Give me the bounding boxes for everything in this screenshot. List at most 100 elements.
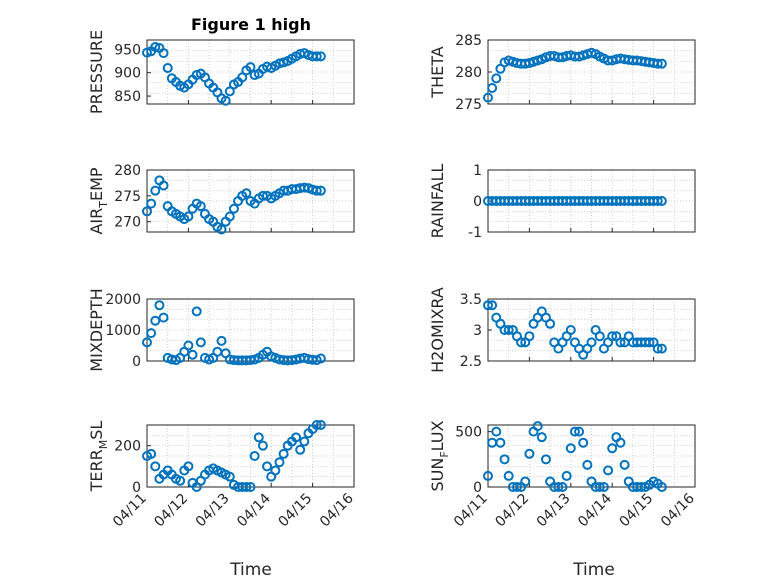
data-point bbox=[594, 331, 605, 342]
data-point bbox=[228, 203, 239, 214]
data-point bbox=[241, 482, 252, 492]
data-point bbox=[619, 459, 630, 470]
data-point bbox=[295, 444, 306, 455]
data-point bbox=[607, 443, 618, 454]
data-point bbox=[195, 201, 206, 212]
data-point bbox=[245, 62, 256, 73]
data-point bbox=[158, 312, 169, 323]
data-point bbox=[278, 448, 289, 459]
data-point bbox=[142, 206, 152, 217]
y-tick-label: 500 bbox=[455, 425, 482, 441]
data-point bbox=[187, 349, 198, 360]
data-point bbox=[553, 482, 564, 492]
data-point bbox=[545, 318, 556, 329]
data-point bbox=[146, 448, 157, 459]
x-tick-label: 04/16 bbox=[317, 490, 357, 530]
y-tick-label: 275 bbox=[455, 97, 482, 113]
subplot-theta: 275 280 285 THETA bbox=[428, 33, 696, 113]
data-point bbox=[565, 443, 576, 454]
y-axis-label: H2OMIXRA bbox=[428, 287, 447, 373]
series-markers bbox=[483, 196, 667, 206]
data-point bbox=[274, 457, 285, 468]
data-point bbox=[561, 470, 572, 481]
data-point bbox=[586, 337, 597, 348]
plot-area bbox=[488, 40, 695, 104]
y-tick-label: 0 bbox=[473, 194, 482, 210]
data-point bbox=[520, 476, 531, 487]
series-markers bbox=[483, 47, 667, 103]
x-tick-label: 04/11 bbox=[451, 491, 491, 531]
data-point bbox=[224, 86, 235, 97]
data-point bbox=[311, 185, 322, 196]
data-point bbox=[249, 451, 260, 461]
data-point bbox=[652, 343, 663, 354]
data-point bbox=[483, 92, 493, 103]
y-tick-label: 0 bbox=[132, 480, 141, 496]
data-point bbox=[487, 300, 498, 311]
data-point bbox=[220, 95, 231, 106]
data-point bbox=[483, 300, 493, 311]
data-point bbox=[270, 465, 281, 476]
data-point bbox=[656, 482, 667, 492]
data-point bbox=[540, 454, 551, 465]
data-point bbox=[644, 337, 655, 348]
data-point bbox=[262, 461, 273, 472]
data-point bbox=[574, 426, 585, 437]
y-axis-label: AIRTEMP bbox=[87, 167, 110, 234]
data-point bbox=[557, 482, 568, 492]
data-point bbox=[594, 482, 605, 492]
y-tick-label: 2.5 bbox=[460, 354, 482, 370]
data-point bbox=[150, 185, 161, 196]
data-point bbox=[565, 325, 576, 335]
y-tick-label: 280 bbox=[455, 65, 482, 81]
data-point bbox=[158, 48, 169, 59]
x-axis-label-left: Time bbox=[229, 560, 272, 580]
subplot-sun_flux: 0 500 04/11 04/12 04/13 04/14 04/15 04/16 SUNFLU… bbox=[428, 420, 698, 530]
figure-title: Figure 1 high bbox=[191, 15, 311, 34]
y-axis-label: THETA bbox=[428, 46, 447, 98]
x-tick-label: 04/11 bbox=[110, 491, 150, 531]
x-tick-label: 04/13 bbox=[534, 491, 574, 531]
data-point bbox=[491, 426, 502, 437]
data-point bbox=[150, 42, 161, 53]
subplot-rainfall: -1 0 1 RAINFALL bbox=[428, 163, 696, 241]
y-tick-label: 280 bbox=[114, 163, 141, 179]
data-point bbox=[224, 471, 235, 482]
y-tick-label: 1000 bbox=[105, 323, 141, 339]
x-tick-label: 04/15 bbox=[276, 491, 316, 531]
data-point bbox=[216, 224, 227, 235]
x-tick-label: 04/14 bbox=[234, 490, 274, 530]
data-point bbox=[499, 454, 510, 465]
y-axis-label: RAINFALL bbox=[428, 164, 447, 239]
data-point bbox=[291, 432, 302, 443]
series-markers bbox=[142, 42, 326, 106]
y-axis-label: MIXDEPTH bbox=[87, 288, 106, 371]
data-point bbox=[142, 337, 152, 348]
data-point bbox=[524, 331, 535, 342]
data-point bbox=[237, 72, 248, 83]
data-point bbox=[315, 51, 326, 62]
subplot-grid: 850 900 950 PRESSURE 275 280 285 THETA 270 275 280… bbox=[87, 30, 698, 530]
series-markers bbox=[483, 421, 667, 492]
data-point bbox=[315, 185, 326, 196]
y-tick-label: 200 bbox=[114, 439, 141, 455]
series-markers bbox=[142, 420, 326, 492]
data-point bbox=[615, 337, 626, 348]
data-point bbox=[175, 475, 186, 486]
x-tick-label: 04/16 bbox=[658, 490, 698, 530]
data-point bbox=[652, 196, 663, 206]
series-markers bbox=[483, 300, 667, 360]
data-point bbox=[652, 58, 663, 69]
axes-box bbox=[146, 39, 355, 105]
y-tick-label: -1 bbox=[468, 225, 482, 241]
x-tick-label: 04/12 bbox=[492, 491, 532, 531]
data-point bbox=[487, 83, 498, 93]
y-tick-label: 1 bbox=[473, 163, 482, 179]
data-point bbox=[150, 315, 161, 326]
data-point bbox=[299, 436, 310, 447]
data-point bbox=[569, 426, 580, 437]
data-point bbox=[511, 482, 522, 492]
